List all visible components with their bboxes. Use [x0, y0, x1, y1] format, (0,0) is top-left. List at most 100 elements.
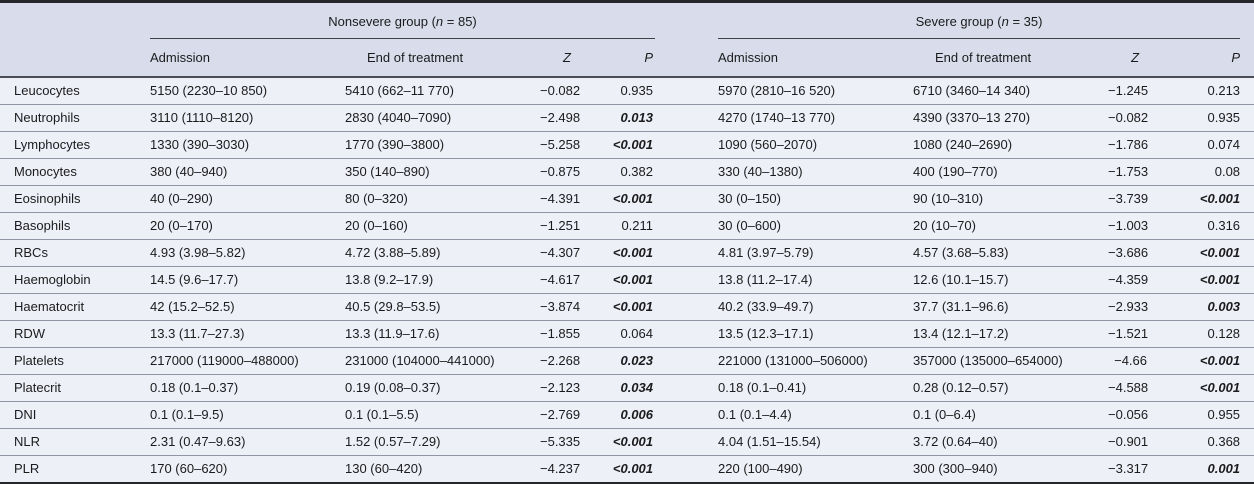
- parameter-label: Neutrophils: [0, 104, 150, 131]
- row-gap-spacer: [655, 347, 719, 374]
- severe-p-value: 0.213: [1153, 77, 1254, 104]
- severe-group-label-suffix: = 35): [1008, 14, 1043, 29]
- nonsevere-admission-value: 2.31 (0.47–9.63): [150, 428, 345, 455]
- group-gap-spacer: [655, 3, 719, 39]
- nonsevere-group-n-symbol: n: [435, 14, 444, 29]
- nonsevere-p-value: <0.001: [585, 131, 656, 158]
- table-row: Leucocytes 5150 (2230–10 850) 5410 (662–…: [0, 77, 1254, 104]
- nonsevere-admission-value: 170 (60–620): [150, 455, 345, 482]
- severe-p-value: <0.001: [1153, 374, 1254, 401]
- severe-admission-value: 221000 (131000–506000): [718, 347, 914, 374]
- nonsevere-z-value: −0.082: [540, 77, 585, 104]
- nonsevere-admission-value: 40 (0–290): [150, 185, 345, 212]
- severe-z-column-header: Z: [1108, 39, 1154, 77]
- nonsevere-z-value: −4.391: [540, 185, 585, 212]
- severe-z-value: −1.003: [1108, 212, 1154, 239]
- table-row: Eosinophils 40 (0–290) 80 (0–320) −4.391…: [0, 185, 1254, 212]
- row-gap-spacer: [655, 239, 719, 266]
- severe-group-header: Severe group (n = 35): [718, 3, 1254, 39]
- severe-z-value: −0.082: [1108, 104, 1154, 131]
- severe-p-value: 0.316: [1153, 212, 1254, 239]
- table-row: Platelets 217000 (119000–488000) 231000 …: [0, 347, 1254, 374]
- nonsevere-end-of-treatment-value: 350 (140–890): [345, 158, 540, 185]
- severe-p-value: <0.001: [1153, 347, 1254, 374]
- row-gap-spacer: [655, 428, 719, 455]
- nonsevere-admission-value: 3110 (1110–8120): [150, 104, 345, 131]
- severe-end-of-treatment-value: 300 (300–940): [913, 455, 1109, 482]
- row-gap-spacer: [655, 320, 719, 347]
- nonsevere-end-of-treatment-value: 1.52 (0.57–7.29): [345, 428, 540, 455]
- nonsevere-admission-value: 13.3 (11.7–27.3): [150, 320, 345, 347]
- severe-end-of-treatment-column-header: End of treatment: [913, 39, 1109, 77]
- nonsevere-z-value: −4.237: [540, 455, 585, 482]
- row-gap-spacer: [655, 293, 719, 320]
- row-gap-spacer: [655, 401, 719, 428]
- nonsevere-admission-value: 42 (15.2–52.5): [150, 293, 345, 320]
- severe-group-label: Severe group (n = 35): [718, 14, 1241, 39]
- severe-p-value: <0.001: [1153, 185, 1254, 212]
- nonsevere-p-column-header: P: [585, 39, 656, 77]
- severe-group-label-prefix: Severe group (: [915, 14, 1002, 29]
- severe-admission-value: 40.2 (33.9–49.7): [718, 293, 914, 320]
- nonsevere-end-of-treatment-value: 130 (60–420): [345, 455, 540, 482]
- severe-admission-value: 13.8 (11.2–17.4): [718, 266, 914, 293]
- row-gap-spacer: [655, 77, 719, 104]
- severe-p-value: 0.955: [1153, 401, 1254, 428]
- nonsevere-admission-value: 4.93 (3.98–5.82): [150, 239, 345, 266]
- table-row: Platecrit 0.18 (0.1–0.37) 0.19 (0.08–0.3…: [0, 374, 1254, 401]
- nonsevere-p-value: 0.023: [585, 347, 656, 374]
- row-gap-spacer: [655, 158, 719, 185]
- severe-z-value: −4.588: [1108, 374, 1154, 401]
- nonsevere-p-value: 0.382: [585, 158, 656, 185]
- severe-p-value: 0.001: [1153, 455, 1254, 482]
- nonsevere-end-of-treatment-value: 0.19 (0.08–0.37): [345, 374, 540, 401]
- table-row: DNI 0.1 (0.1–9.5) 0.1 (0.1–5.5) −2.769 0…: [0, 401, 1254, 428]
- severe-end-of-treatment-value: 13.4 (12.1–17.2): [913, 320, 1109, 347]
- parameter-label: RBCs: [0, 239, 150, 266]
- nonsevere-z-column-header: Z: [540, 39, 585, 77]
- severe-admission-column-header: Admission: [718, 39, 914, 77]
- nonsevere-end-of-treatment-value: 13.3 (11.9–17.6): [345, 320, 540, 347]
- nonsevere-z-value: −3.874: [540, 293, 585, 320]
- severe-p-value: 0.368: [1153, 428, 1254, 455]
- severe-p-column-header: P: [1153, 39, 1254, 77]
- parameter-column-header: [0, 39, 150, 77]
- table-row: Neutrophils 3110 (1110–8120) 2830 (4040–…: [0, 104, 1254, 131]
- nonsevere-p-value: 0.006: [585, 401, 656, 428]
- severe-z-value: −0.056: [1108, 401, 1154, 428]
- column-header-gap-spacer: [655, 39, 719, 77]
- parameter-label: DNI: [0, 401, 150, 428]
- parameter-label: Monocytes: [0, 158, 150, 185]
- nonsevere-admission-value: 380 (40–940): [150, 158, 345, 185]
- severe-z-value: −3.739: [1108, 185, 1154, 212]
- parameter-label: NLR: [0, 428, 150, 455]
- severe-admission-value: 4270 (1740–13 770): [718, 104, 914, 131]
- row-gap-spacer: [655, 374, 719, 401]
- nonsevere-p-value: <0.001: [585, 428, 656, 455]
- severe-admission-value: 5970 (2810–16 520): [718, 77, 914, 104]
- nonsevere-admission-column-header: Admission: [150, 39, 345, 77]
- row-gap-spacer: [655, 131, 719, 158]
- nonsevere-end-of-treatment-value: 0.1 (0.1–5.5): [345, 401, 540, 428]
- nonsevere-end-of-treatment-value: 231000 (104000–441000): [345, 347, 540, 374]
- severe-p-value: 0.003: [1153, 293, 1254, 320]
- parameter-label: PLR: [0, 455, 150, 482]
- severe-admission-value: 4.81 (3.97–5.79): [718, 239, 914, 266]
- group-header-row: Nonsevere group (n = 85) Severe group (n…: [0, 3, 1254, 39]
- nonsevere-p-value: <0.001: [585, 293, 656, 320]
- nonsevere-z-value: −1.855: [540, 320, 585, 347]
- severe-end-of-treatment-value: 12.6 (10.1–15.7): [913, 266, 1109, 293]
- severe-end-of-treatment-value: 0.28 (0.12–0.57): [913, 374, 1109, 401]
- nonsevere-group-label: Nonsevere group (n = 85): [150, 14, 656, 39]
- nonsevere-end-of-treatment-value: 80 (0–320): [345, 185, 540, 212]
- nonsevere-p-value: <0.001: [585, 185, 656, 212]
- table-row: RDW 13.3 (11.7–27.3) 13.3 (11.9–17.6) −1…: [0, 320, 1254, 347]
- severe-z-value: −0.901: [1108, 428, 1154, 455]
- table-row: Basophils 20 (0–170) 20 (0–160) −1.251 0…: [0, 212, 1254, 239]
- nonsevere-p-value: <0.001: [585, 266, 656, 293]
- severe-end-of-treatment-value: 3.72 (0.64–40): [913, 428, 1109, 455]
- nonsevere-end-of-treatment-value: 2830 (4040–7090): [345, 104, 540, 131]
- nonsevere-admission-value: 20 (0–170): [150, 212, 345, 239]
- severe-admission-value: 30 (0–150): [718, 185, 914, 212]
